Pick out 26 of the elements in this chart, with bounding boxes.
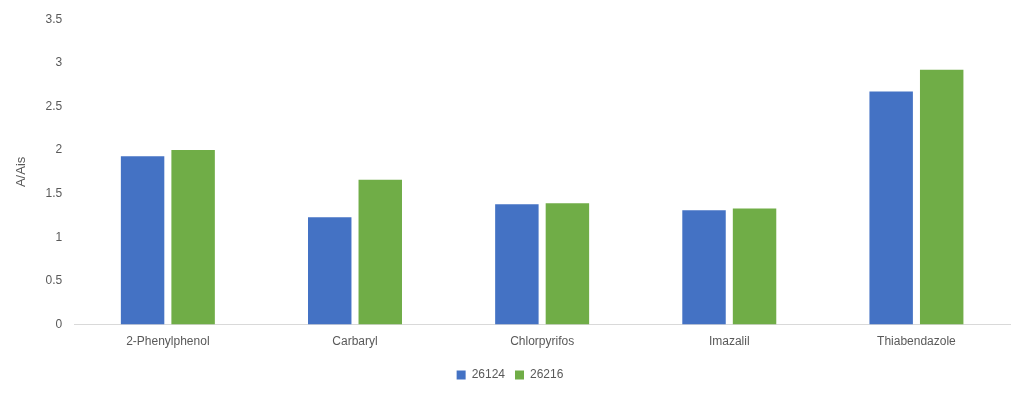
bar	[545, 203, 590, 325]
bar	[120, 156, 165, 325]
legend-label: 26124	[471, 367, 506, 382]
y-tick-label: 2	[55, 142, 63, 157]
bar	[869, 91, 913, 325]
y-tick-label: 0	[55, 316, 63, 331]
x-tick-label: Carbaryl	[332, 334, 378, 349]
x-tick-label: 2-Phenylphenol	[126, 334, 210, 349]
bar	[358, 179, 402, 325]
x-tick-label: Thiabendazole	[877, 334, 957, 349]
x-tick-label: Chlorpyrifos	[510, 334, 575, 349]
y-tick-label: 0.5	[45, 273, 63, 288]
bar	[919, 69, 964, 325]
bar	[732, 208, 777, 325]
x-tick-label: Imazalil	[708, 334, 750, 349]
legend-label: 26216	[530, 367, 564, 382]
bar	[308, 217, 352, 325]
y-tick-label: 2.5	[45, 98, 63, 113]
y-tick-label: 1.5	[45, 186, 63, 201]
bar	[495, 204, 539, 325]
y-tick-label: 1	[55, 229, 63, 244]
y-tick-label: 3	[55, 55, 63, 70]
bar	[682, 210, 726, 325]
y-tick-label: 3.5	[45, 11, 63, 26]
bar	[171, 150, 215, 325]
y-axis-title: A/Ais	[13, 156, 29, 188]
